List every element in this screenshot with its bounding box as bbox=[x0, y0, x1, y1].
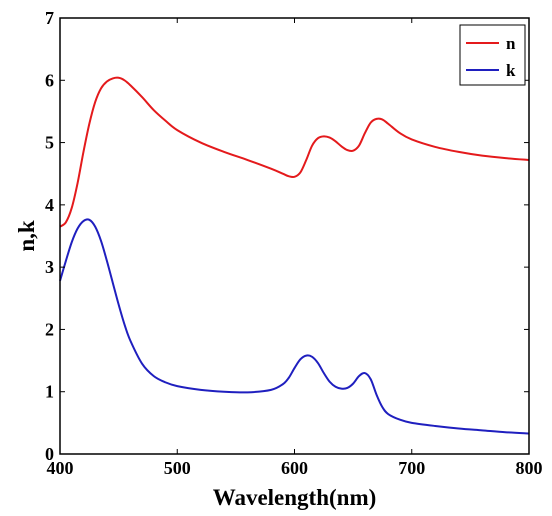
y-tick-label: 1 bbox=[45, 382, 54, 402]
y-tick-label: 2 bbox=[45, 319, 54, 339]
series-line-n bbox=[59, 76, 530, 228]
legend-label-n: n bbox=[506, 34, 516, 53]
x-axis-title: Wavelength(nm) bbox=[213, 485, 377, 510]
x-tick-label: 600 bbox=[281, 458, 308, 478]
legend-box bbox=[459, 24, 526, 86]
y-tick-label: 5 bbox=[45, 133, 54, 153]
y-tick-label: 6 bbox=[45, 70, 54, 90]
y-tick-label: 4 bbox=[45, 195, 54, 215]
y-tick-label: 0 bbox=[45, 444, 54, 464]
plot-background bbox=[60, 18, 529, 454]
series-line-k bbox=[59, 218, 530, 435]
x-tick-label: 800 bbox=[516, 458, 543, 478]
x-tick-label: 500 bbox=[164, 458, 191, 478]
legend: n k bbox=[459, 24, 526, 86]
legend-label-k: k bbox=[506, 61, 516, 80]
x-tick-label: 400 bbox=[47, 458, 74, 478]
series-layer bbox=[59, 76, 530, 435]
y-axis-title: n,k bbox=[14, 220, 39, 252]
y-tick-label: 3 bbox=[45, 257, 54, 277]
x-tick-label: 700 bbox=[398, 458, 425, 478]
y-tick-label: 7 bbox=[45, 8, 54, 28]
tick-layer: 400 500 600 700 800 0 1 2 3 4 5 6 7 bbox=[45, 8, 543, 478]
